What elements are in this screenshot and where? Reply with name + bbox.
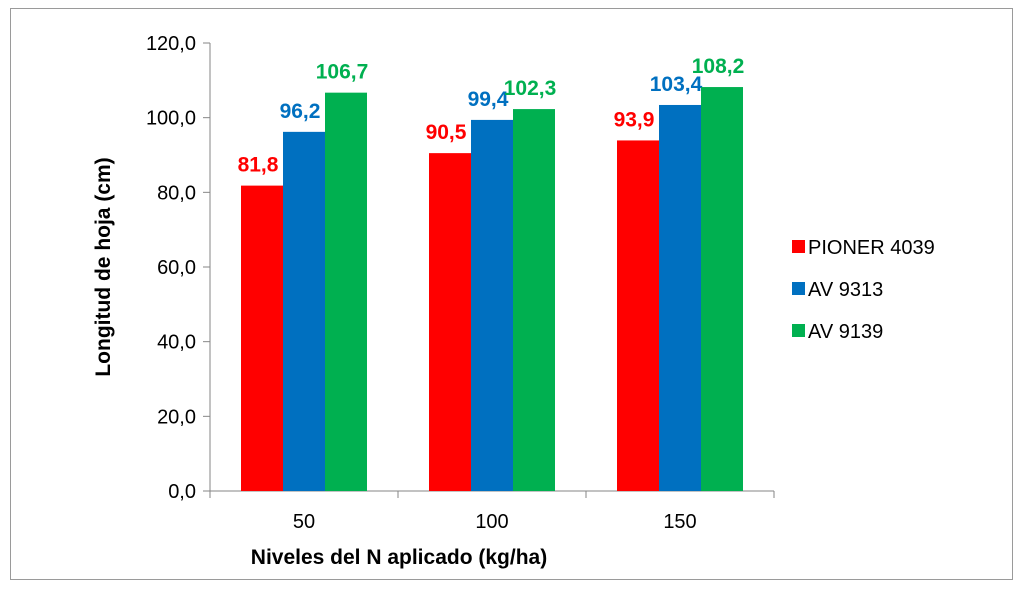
- y-tick-label: 80,0: [157, 182, 196, 204]
- data-label: 99,4: [468, 88, 509, 111]
- legend-swatch: [792, 282, 805, 295]
- bar-chart: Longitud de hoja (cm) Niveles del N apli…: [92, 33, 935, 569]
- chart-frame: Longitud de hoja (cm) Niveles del N apli…: [10, 8, 1013, 580]
- y-tick-label: 120,0: [146, 33, 196, 55]
- bar-av-9313-100: [471, 119, 513, 491]
- y-tick-label: 40,0: [157, 332, 196, 354]
- bar-pioner-4039-150: [617, 140, 659, 491]
- data-label: 96,2: [280, 100, 321, 123]
- bar-pioner-4039-50: [241, 185, 283, 491]
- y-tick-label: 0,0: [168, 481, 196, 503]
- y-tick-label: 20,0: [157, 406, 196, 428]
- data-label: 102,3: [504, 77, 557, 100]
- y-axis-title: Longitud de hoja (cm): [92, 157, 115, 376]
- x-tick-label: 50: [293, 511, 315, 533]
- x-tick-label: 100: [475, 511, 508, 533]
- bar-av-9139-50: [325, 92, 367, 492]
- data-label: 93,9: [614, 108, 655, 131]
- x-axis-title: Niveles del N aplicado (kg/ha): [251, 546, 547, 569]
- bar-av-9313-50: [283, 131, 325, 491]
- bar-av-9139-150: [701, 87, 743, 491]
- data-label: 103,4: [650, 73, 703, 96]
- y-tick-label: 60,0: [157, 257, 196, 279]
- x-tick-label: 150: [663, 511, 696, 533]
- data-label: 90,5: [426, 121, 467, 144]
- data-label: 108,2: [692, 55, 745, 78]
- bar-pioner-4039-100: [429, 153, 471, 491]
- legend-swatch: [792, 324, 805, 337]
- bar-av-9139-100: [513, 109, 555, 491]
- legend-swatch: [792, 240, 805, 253]
- legend-entry: PIONER 4039: [808, 237, 935, 259]
- legend-entry: AV 9139: [808, 321, 883, 343]
- data-label: 106,7: [316, 61, 369, 84]
- y-tick-label: 100,0: [146, 108, 196, 130]
- bar-av-9313-150: [659, 104, 701, 492]
- legend-entry: AV 9313: [808, 279, 883, 301]
- data-label: 81,8: [238, 154, 279, 177]
